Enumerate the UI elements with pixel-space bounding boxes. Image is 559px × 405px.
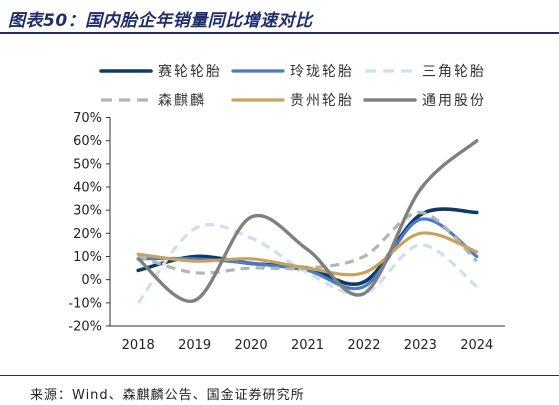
source-note: 来源：Wind、森麒麟公告、国金证券研究所	[30, 388, 305, 403]
x-tick-label: 2023	[404, 338, 437, 353]
y-tick-label: 70%	[73, 111, 102, 126]
legend-label: 三角轮胎	[422, 64, 486, 80]
axes	[106, 117, 505, 327]
y-tick-label: 40%	[73, 181, 102, 196]
legend-item-3: 森麒麟	[101, 93, 206, 109]
y-axis-tick-labels: 70% 60% 50% 40% 30% 20% 10% 0% -10% -20%	[68, 111, 102, 335]
y-tick-label: -20%	[68, 320, 102, 335]
figure-title: 图表50：国内胎企年销量同比增速对比	[8, 11, 313, 31]
x-axis-tick-labels: 2018 2019 2020 2021 2022 2023 2024	[122, 338, 494, 353]
y-tick-label: 0%	[81, 273, 102, 288]
legend-item-0: 赛轮轮胎	[99, 64, 222, 80]
x-tick-label: 2020	[235, 338, 268, 353]
legend-label: 玲珑轮胎	[290, 64, 354, 80]
title-divider	[0, 32, 559, 34]
y-tick-label: 60%	[73, 134, 102, 149]
series-line-4	[136, 231, 479, 277]
legend-item-2: 三角轮胎	[365, 64, 486, 80]
x-tick-label: 2021	[291, 338, 324, 353]
series-line-2	[136, 223, 478, 304]
source-divider	[0, 375, 559, 376]
legend-label: 赛轮轮胎	[158, 64, 222, 80]
legend-label: 通用股份	[422, 93, 486, 109]
series-lines	[136, 138, 479, 304]
y-tick-label: 30%	[73, 204, 102, 219]
series-line-3	[137, 210, 478, 275]
y-tick-label: -10%	[68, 296, 102, 311]
legend-label: 森麒麟	[158, 93, 206, 109]
series-line-1	[136, 217, 479, 291]
y-tick-label: 10%	[73, 250, 102, 265]
legend-item-5: 通用股份	[363, 93, 486, 109]
x-tick-label: 2018	[122, 338, 155, 353]
legend-label: 贵州轮胎	[290, 93, 354, 109]
x-tick-label: 2024	[460, 338, 493, 353]
series-line-5	[136, 138, 479, 303]
y-tick-label: 50%	[73, 157, 102, 172]
x-tick-label: 2019	[178, 338, 211, 353]
y-tick-label: 20%	[73, 227, 102, 242]
x-tick-label: 2022	[347, 338, 380, 353]
legend-item-1: 玲珑轮胎	[231, 64, 354, 80]
legend-item-4: 贵州轮胎	[231, 93, 354, 109]
